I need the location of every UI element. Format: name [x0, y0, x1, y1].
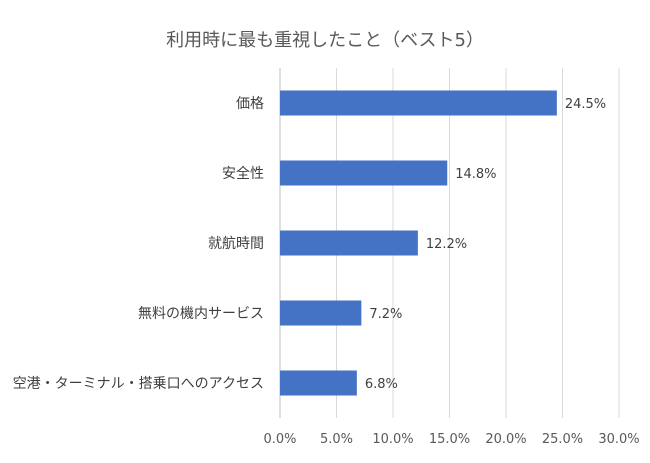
- category-label: 安全性: [222, 165, 264, 182]
- x-tick-label: 5.0%: [320, 432, 353, 447]
- x-tick-label: 30.0%: [598, 432, 639, 447]
- data-label: 6.8%: [365, 377, 398, 392]
- category-label: 空港・ターミナル・搭乗口へのアクセス: [13, 376, 264, 392]
- bar: [280, 90, 557, 116]
- chart-title: 利用時に最も重視したこと（ベスト5）: [166, 30, 484, 51]
- category-label: 就航時間: [208, 236, 264, 252]
- category-label: 価格: [236, 96, 264, 112]
- category-label: 無料の機内サービス: [138, 306, 264, 322]
- x-tick-label: 10.0%: [372, 432, 413, 447]
- x-tick-label: 25.0%: [542, 432, 583, 447]
- x-tick-label: 0.0%: [263, 432, 296, 447]
- data-label: 7.2%: [369, 307, 402, 322]
- bar: [280, 370, 357, 396]
- bar: [280, 300, 362, 326]
- data-label: 14.8%: [455, 167, 496, 182]
- data-label: 24.5%: [565, 97, 606, 112]
- x-tick-label: 20.0%: [485, 432, 526, 447]
- bar: [280, 160, 448, 186]
- bar: [280, 230, 418, 256]
- data-label: 12.2%: [426, 237, 467, 252]
- x-tick-label: 15.0%: [429, 432, 470, 447]
